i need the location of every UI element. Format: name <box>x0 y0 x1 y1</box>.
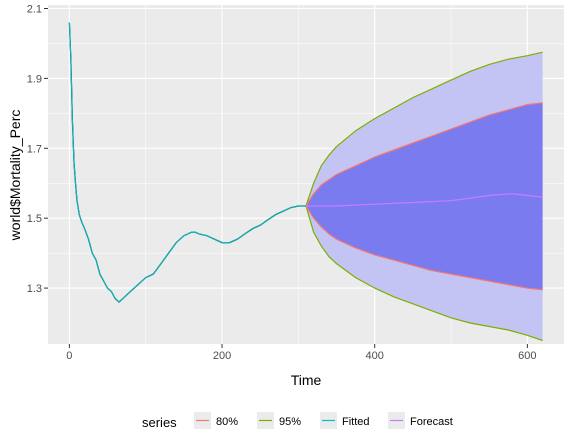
x-tick-label: 0 <box>66 350 72 362</box>
y-tick-label: 1.5 <box>27 213 42 225</box>
legend-title: series <box>142 415 177 430</box>
legend-label: 80% <box>216 416 238 428</box>
y-tick-label: 2.1 <box>27 3 42 15</box>
y-axis-title: world$Mortality_Perc <box>7 110 23 242</box>
x-tick-label: 600 <box>518 350 536 362</box>
legend-label: Forecast <box>410 416 453 428</box>
x-tick-label: 400 <box>366 350 384 362</box>
y-tick-label: 1.7 <box>27 143 42 155</box>
x-axis-title: Time <box>291 372 322 388</box>
legend-label: Fitted <box>342 416 370 428</box>
x-tick-label: 200 <box>213 350 231 362</box>
legend: series 80% 95% Fitted Forecast <box>142 412 453 430</box>
legend-label: 95% <box>279 416 301 428</box>
y-tick-label: 1.3 <box>27 283 42 295</box>
y-tick-label: 1.9 <box>27 73 42 85</box>
